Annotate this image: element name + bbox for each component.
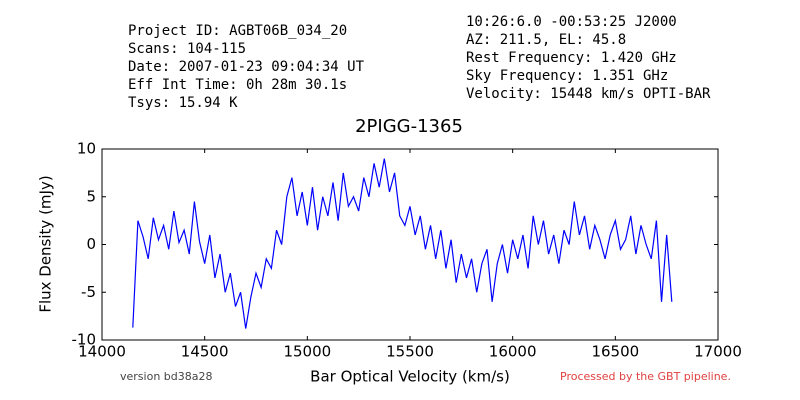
y-tick-label: 0 xyxy=(86,235,96,253)
y-tick-label: 10 xyxy=(77,140,96,158)
header-line: Sky Frequency: 1.351 GHz xyxy=(466,68,668,84)
y-tick-label: 5 xyxy=(86,187,96,205)
spectrum-line xyxy=(132,158,673,329)
y-tick-label: -5 xyxy=(81,283,96,301)
pipeline-note: Processed by the GBT pipeline. xyxy=(560,370,731,383)
y-axis-label: Flux Density (mJy) xyxy=(37,175,55,312)
header-line: Eff Int Time: 0h 28m 30.1s xyxy=(128,77,347,93)
header-line: AZ: 211.5, EL: 45.8 xyxy=(466,32,626,48)
x-tick-label: 15000 xyxy=(283,343,331,361)
y-tick-label: -10 xyxy=(72,331,97,349)
header-line: 10:26:6.0 -00:53:25 J2000 xyxy=(466,14,677,30)
x-tick-label: 14000 xyxy=(78,343,126,361)
x-tick-label: 16500 xyxy=(591,343,639,361)
header-line: Date: 2007-01-23 09:04:34 UT xyxy=(128,59,365,75)
header-line: Project ID: AGBT06B_034_20 xyxy=(128,23,347,39)
version-note: version bd38a28 xyxy=(120,370,213,383)
x-tick-label: 17000 xyxy=(694,343,742,361)
x-tick-label: 15500 xyxy=(386,343,434,361)
x-tick-label: 14500 xyxy=(181,343,229,361)
header-line: Rest Frequency: 1.420 GHz xyxy=(466,50,677,66)
x-tick-label: 16000 xyxy=(489,343,537,361)
header-line: Scans: 104-115 xyxy=(128,41,246,57)
x-axis-label: Bar Optical Velocity (km/s) xyxy=(310,368,510,386)
header-line: Velocity: 15448 km/s OPTI-BAR xyxy=(466,86,711,102)
header-line: Tsys: 15.94 K xyxy=(128,95,238,111)
chart-title: 2PIGG-1365 xyxy=(355,116,463,137)
